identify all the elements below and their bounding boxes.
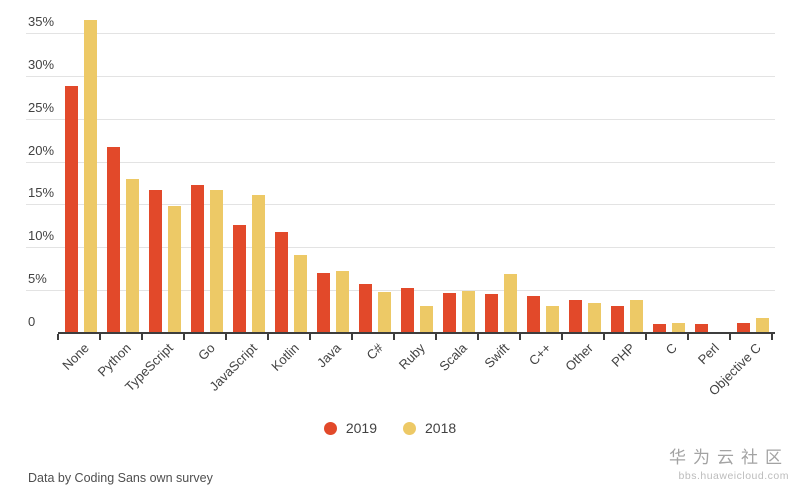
x-axis-category-label: C++	[525, 340, 554, 369]
bar-2019-python	[107, 147, 120, 333]
gridline-35	[26, 33, 775, 34]
legend-label: 2019	[345, 420, 377, 436]
bar-2018-php	[630, 300, 643, 333]
x-axis-tick	[477, 334, 479, 340]
chart-legend: 2019 2018	[0, 420, 780, 436]
y-axis-tick-label: 20%	[28, 143, 55, 158]
bar-2018-c++	[546, 306, 559, 333]
bar-2018-swift	[504, 274, 517, 333]
bar-2019-go	[191, 185, 204, 333]
y-axis-tick-label: 10%	[28, 228, 55, 243]
x-axis-tick	[519, 334, 521, 340]
x-axis-tick	[99, 334, 101, 340]
x-axis-category-label: Perl	[694, 340, 722, 368]
bar-2019-javascript	[233, 225, 246, 333]
watermark-url: bbs.huaweicloud.com	[678, 470, 789, 482]
x-axis-category-label: Go	[195, 340, 218, 364]
bar-2018-kotlin	[294, 255, 307, 333]
y-axis-tick-label: 35%	[28, 14, 55, 29]
x-axis-line	[58, 332, 775, 334]
bar-2019-swift	[485, 294, 498, 333]
watermark: 华为云社区 bbs.huaweicloud.com	[669, 443, 789, 482]
bar-2018-go	[210, 190, 223, 333]
bar-2018-python	[126, 179, 139, 333]
x-axis-tick	[561, 334, 563, 340]
legend-label: 2018	[425, 420, 457, 436]
data-source-caption: Data by Coding Sans own survey	[28, 471, 213, 485]
x-axis-tick	[435, 334, 437, 340]
bar-2018-java	[336, 271, 349, 333]
watermark-title: 华为云社区	[669, 448, 789, 467]
x-axis-tick	[351, 334, 353, 340]
bar-2019-ruby	[401, 288, 414, 333]
bar-2018-other	[588, 303, 601, 333]
y-axis-tick-label: 15%	[28, 185, 55, 200]
bar-2018-c#	[378, 292, 391, 333]
x-axis-category-label: Swift	[481, 340, 512, 371]
gridline-10	[26, 247, 775, 248]
bar-2019-c#	[359, 284, 372, 333]
x-axis-tick	[267, 334, 269, 340]
y-axis-tick-label: 25%	[28, 100, 55, 115]
x-axis-tick	[687, 334, 689, 340]
x-axis-category-label: C#	[363, 340, 386, 363]
x-axis-tick	[183, 334, 185, 340]
bar-2019-c	[653, 324, 666, 333]
x-axis-category-label: None	[59, 340, 92, 373]
x-axis-category-label: Java	[313, 340, 344, 371]
gridline-20	[26, 162, 775, 163]
bar-2018-c	[672, 323, 685, 333]
x-axis-tick	[645, 334, 647, 340]
bar-2019-other	[569, 300, 582, 333]
x-axis-category-label: Other	[562, 340, 596, 374]
bar-2018-ruby	[420, 306, 433, 333]
bar-2018-javascript	[252, 195, 265, 333]
bar-2019-kotlin	[275, 232, 288, 333]
bar-2019-none	[65, 86, 78, 333]
bar-2018-objective-c	[756, 318, 769, 333]
gridline-15	[26, 204, 775, 205]
gridline-5	[26, 290, 775, 291]
x-axis-tick	[771, 334, 773, 340]
x-axis-tick	[729, 334, 731, 340]
bar-2019-php	[611, 306, 624, 333]
y-axis-tick-label: 0	[28, 314, 36, 329]
x-axis-category-label: C	[662, 340, 680, 358]
legend-dot-icon	[323, 421, 337, 435]
bar-2018-scala	[462, 291, 475, 333]
gridline-30	[26, 76, 775, 77]
bar-2019-scala	[443, 293, 456, 333]
bar-2019-objective-c	[737, 323, 750, 333]
x-axis-category-label: Ruby	[395, 340, 428, 373]
legend-dot-icon	[403, 421, 416, 435]
y-axis-tick-label: 5%	[28, 271, 47, 286]
x-axis-tick	[141, 334, 143, 340]
bar-2019-perl	[695, 324, 708, 333]
x-axis-category-label: Kotlin	[268, 340, 302, 374]
legend-item-2019: 2019	[323, 420, 377, 436]
bar-2018-none	[84, 20, 97, 333]
gridline-25	[26, 119, 775, 120]
x-axis-tick	[225, 334, 227, 340]
x-axis-tick	[309, 334, 311, 340]
bar-2019-typescript	[149, 190, 162, 333]
x-axis-category-label: Scala	[436, 340, 470, 374]
y-axis-tick-label: 30%	[28, 57, 55, 72]
x-axis-tick	[57, 334, 59, 340]
x-axis-tick	[393, 334, 395, 340]
bar-2018-typescript	[168, 206, 181, 333]
legend-item-2018: 2018	[403, 420, 456, 436]
bar-2019-java	[317, 273, 330, 333]
x-axis-tick	[603, 334, 605, 340]
bar-2019-c++	[527, 296, 540, 333]
x-axis-category-label: PHP	[608, 340, 638, 370]
x-axis-category-label: Python	[94, 340, 134, 380]
